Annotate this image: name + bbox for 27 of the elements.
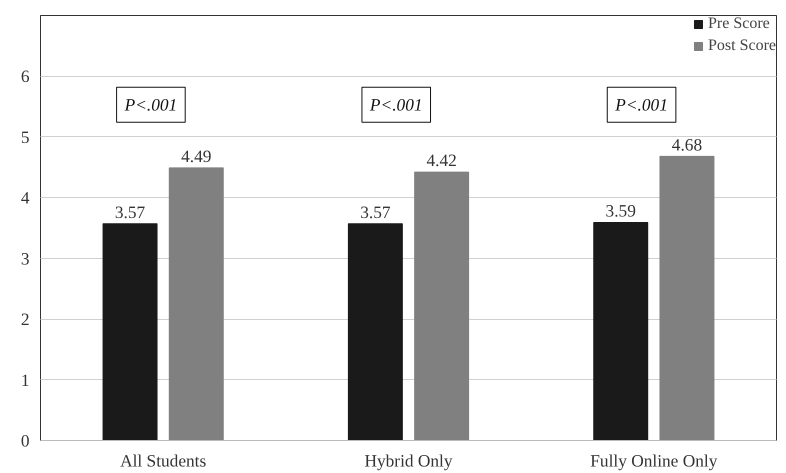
data-label: 4.42 [426, 151, 457, 170]
legend-label: Pre Score [708, 15, 770, 33]
bar [168, 167, 224, 440]
bar [102, 223, 158, 440]
bar [593, 222, 648, 440]
annotation: P<.001 [124, 95, 178, 114]
y-tick-label: 2 [20, 310, 30, 330]
legend-label: Post Score [708, 37, 776, 55]
data-label: 3.57 [360, 202, 391, 222]
y-tick-label: 6 [20, 67, 30, 86]
x-tick-label: All Students [120, 452, 207, 470]
x-tick-label: Hybrid Only [364, 452, 453, 470]
bar [659, 156, 714, 440]
bar [348, 223, 403, 440]
data-label: 3.59 [606, 202, 636, 221]
y-tick-label: 0 [20, 432, 30, 450]
data-label: 4.68 [672, 135, 702, 154]
y-tick-label: 5 [20, 128, 30, 147]
annotation: P<.001 [614, 95, 668, 114]
data-label: 3.57 [114, 202, 146, 222]
y-tick-label: 3 [20, 249, 30, 268]
annotation: P<.001 [368, 95, 423, 114]
data-label: 4.49 [181, 146, 212, 166]
x-tick-label: Fully Online Only [590, 452, 718, 470]
y-tick-label: 4 [20, 188, 30, 208]
y-tick-label: 1 [20, 370, 30, 390]
bar [414, 172, 470, 440]
